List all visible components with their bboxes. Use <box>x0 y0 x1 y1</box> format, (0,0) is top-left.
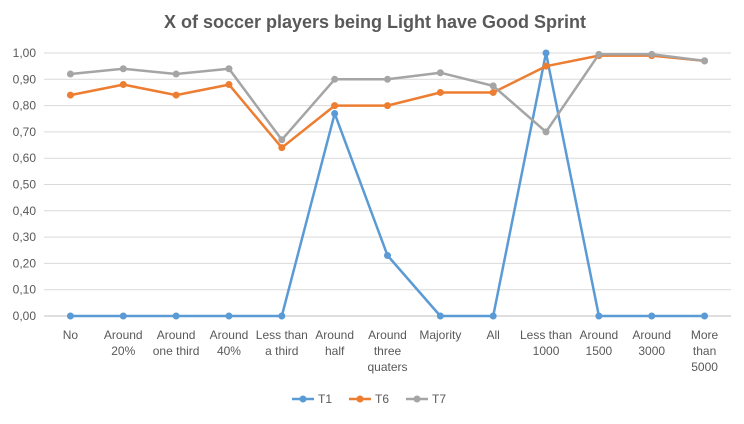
data-point <box>66 70 74 78</box>
y-tick-label: 0,00 <box>13 309 37 323</box>
x-tick-label: Around 40% <box>210 328 249 358</box>
y-tick-label: 0,50 <box>13 178 37 192</box>
y-tick-label: 0,70 <box>13 125 37 139</box>
legend-marker <box>299 395 307 403</box>
y-tick-label: 0,10 <box>13 283 37 297</box>
data-point <box>489 82 497 90</box>
data-point <box>436 312 444 320</box>
legend-item-T6: T6 <box>349 392 389 406</box>
x-tick-label: Around one third <box>153 328 200 358</box>
x-tick-label: More than 5000 <box>691 328 719 374</box>
data-point <box>66 312 74 320</box>
data-point <box>595 312 603 320</box>
data-point <box>648 50 656 58</box>
data-point <box>172 91 180 99</box>
data-point <box>542 62 550 70</box>
legend-marker <box>356 395 364 403</box>
x-tick-label: Around half <box>315 328 354 358</box>
data-point <box>278 312 286 320</box>
data-point <box>172 70 180 78</box>
data-point <box>542 128 550 136</box>
x-tick-label: Around 1500 <box>580 328 619 358</box>
data-point <box>172 312 180 320</box>
y-tick-label: 1,00 <box>13 46 37 60</box>
y-tick-label: 0,90 <box>13 72 37 86</box>
series-T7 <box>66 50 709 144</box>
data-point <box>278 144 286 152</box>
data-point <box>278 136 286 144</box>
data-point <box>701 57 709 65</box>
x-tick-label: No <box>63 328 79 342</box>
series-group <box>66 49 709 320</box>
y-axis-ticks: 0,00 0,10 0,20 0,30 0,40 0,50 0,60 0,70 0,80 0,90… <box>13 46 37 323</box>
x-tick-label: Around 20% <box>104 328 143 358</box>
data-point <box>489 312 497 320</box>
series-line-T7 <box>70 53 705 142</box>
data-point <box>436 69 444 77</box>
data-point <box>66 91 74 99</box>
data-point <box>384 102 391 110</box>
data-point <box>384 75 391 83</box>
data-point <box>436 88 444 96</box>
data-point <box>119 81 127 89</box>
x-tick-label: Majority <box>419 328 461 342</box>
data-point <box>225 81 233 89</box>
series-T1 <box>66 49 709 320</box>
legend-item-T1: T1 <box>292 392 332 406</box>
data-point <box>384 252 391 260</box>
legend: T1 T6 T7 <box>292 392 446 406</box>
series-T6 <box>66 52 709 152</box>
y-tick-label: 0,60 <box>13 151 37 165</box>
x-tick-label: Around 3000 <box>632 328 671 358</box>
data-point <box>225 312 233 320</box>
data-point <box>331 102 339 110</box>
x-tick-label: Around three quaters <box>367 328 407 374</box>
data-point <box>489 88 497 96</box>
data-point <box>542 49 550 57</box>
x-tick-label: Less than 1000 <box>520 328 572 358</box>
data-point <box>119 312 127 320</box>
data-point <box>119 65 127 73</box>
y-tick-label: 0,20 <box>13 256 37 270</box>
data-point <box>595 50 603 58</box>
grid <box>44 52 731 317</box>
legend-label: T1 <box>318 392 332 406</box>
chart-title: X of soccer players being Light have Goo… <box>164 12 586 32</box>
legend-label: T7 <box>432 392 446 406</box>
data-point <box>648 312 656 320</box>
legend-item-T7: T7 <box>406 392 446 406</box>
data-point <box>331 109 339 117</box>
data-point <box>331 75 339 83</box>
data-point <box>701 312 709 320</box>
y-tick-label: 0,30 <box>13 230 37 244</box>
data-point <box>225 65 233 73</box>
x-tick-label: Less than a third <box>256 328 308 358</box>
series-line-T6 <box>70 54 705 149</box>
legend-marker <box>413 395 421 403</box>
legend-label: T6 <box>375 392 389 406</box>
x-tick-label: All <box>487 328 500 342</box>
y-tick-label: 0,80 <box>13 99 37 113</box>
y-tick-label: 0,40 <box>13 204 37 218</box>
